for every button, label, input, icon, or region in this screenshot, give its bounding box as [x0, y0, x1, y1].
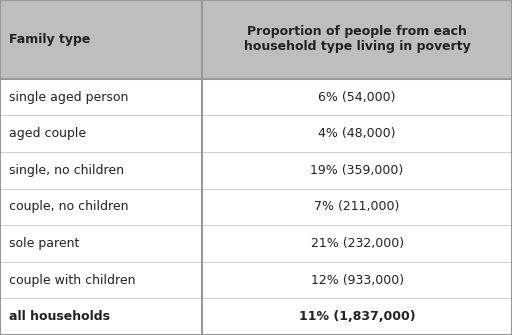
Bar — [0, 0, 512, 79]
Text: aged couple: aged couple — [9, 127, 87, 140]
Text: couple with children: couple with children — [9, 274, 136, 286]
Text: 4% (48,000): 4% (48,000) — [318, 127, 396, 140]
Text: 21% (232,000): 21% (232,000) — [311, 237, 403, 250]
Text: single aged person: single aged person — [9, 90, 129, 104]
Text: 12% (933,000): 12% (933,000) — [311, 274, 403, 286]
Text: 7% (211,000): 7% (211,000) — [314, 200, 400, 213]
Text: Proportion of people from each
household type living in poverty: Proportion of people from each household… — [244, 25, 471, 53]
Text: couple, no children: couple, no children — [9, 200, 129, 213]
Text: all households: all households — [9, 310, 110, 323]
Text: single, no children: single, no children — [9, 164, 124, 177]
Text: sole parent: sole parent — [9, 237, 79, 250]
Bar — [0, 79, 512, 335]
Text: 6% (54,000): 6% (54,000) — [318, 90, 396, 104]
Text: 11% (1,837,000): 11% (1,837,000) — [299, 310, 415, 323]
Text: 19% (359,000): 19% (359,000) — [310, 164, 404, 177]
Text: Family type: Family type — [9, 33, 91, 46]
